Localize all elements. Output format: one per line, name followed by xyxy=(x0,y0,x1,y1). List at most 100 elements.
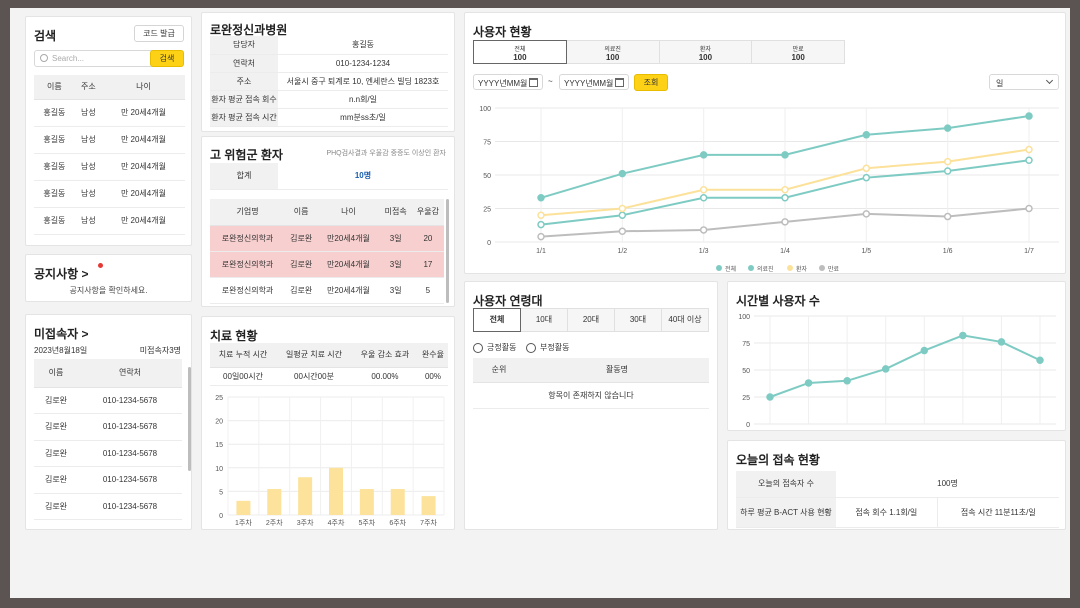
bar xyxy=(359,489,374,515)
col-absent: 미접속 xyxy=(379,199,412,226)
date-to-input[interactable]: YYYY년MM월 xyxy=(559,74,629,90)
x-tick-label: 6주차 xyxy=(389,518,406,527)
notice-title[interactable]: 공지사항 > xyxy=(34,267,89,281)
cell-gender: 남성 xyxy=(74,153,102,181)
table-row[interactable]: 로완정신의학과 김로완 만20세4개월 3일 17 xyxy=(210,251,444,278)
y-tick-label: 50 xyxy=(742,368,750,375)
period-select[interactable]: 일 xyxy=(989,74,1059,90)
table-row[interactable]: 로완정신의학과 김로완 만20세4개월 3일 5 xyxy=(210,277,444,304)
search-results-table: 이름 주소 나이 홍길동 남성 만 20세4개월 홍길동 남성 만 20세4개월 홍길동… xyxy=(34,75,185,235)
tab-all[interactable]: 전체 100 xyxy=(473,40,567,64)
tab-value: 100 xyxy=(605,53,620,62)
cell-name: 김로완 xyxy=(34,466,78,494)
data-point xyxy=(699,151,708,159)
col-name: 이름 xyxy=(34,75,75,100)
risk-title: 고 위험군 환자 xyxy=(210,148,283,162)
data-point xyxy=(943,157,952,166)
period-select-value: 일 xyxy=(996,79,1004,88)
age-tab-30s[interactable]: 30대 xyxy=(615,308,662,332)
table-row[interactable]: 홍길동 남성 만 20세4개월 xyxy=(34,126,185,154)
notice-message: 공지사항을 확인하세요. xyxy=(69,286,148,295)
total-row: 합계 10명 xyxy=(210,163,448,190)
info-row: 환자 평균 접속 시간 mm분ss초/일 xyxy=(210,108,448,127)
table-row[interactable]: 김로완 010-1234-5678 xyxy=(34,413,182,441)
y-tick-label: 25 xyxy=(483,207,491,214)
risk-subtitle: PHQ검사결과 우울감 중증도 이상인 환자 xyxy=(326,150,446,157)
tab-value: 100 xyxy=(791,53,805,62)
info-value: mm분ss초/일 xyxy=(278,108,448,127)
cell-absent: 3일 xyxy=(379,277,412,304)
code-issue-button[interactable]: 코드 발급 xyxy=(134,25,184,42)
cell-contact: 010-1234-5678 xyxy=(78,387,182,414)
risk-scrollbar[interactable] xyxy=(446,199,449,303)
age-group-title: 사용자 연령대 xyxy=(473,294,543,308)
age-tab-all[interactable]: 전체 xyxy=(473,308,521,332)
x-tick-label: 1/6 xyxy=(943,248,953,255)
risk-total-table: 합계 10명 xyxy=(210,163,448,190)
table-row[interactable]: 김로완 010-1234-5678 xyxy=(34,493,182,520)
col-company: 기업명 xyxy=(210,199,286,226)
col-name: 이름 xyxy=(34,359,78,388)
age-tab-20s[interactable]: 20대 xyxy=(568,308,615,332)
date-from-input[interactable]: YYYY년MM월 xyxy=(473,74,543,90)
x-tick-label: 4주차 xyxy=(328,518,345,527)
table-row[interactable]: 홍길동 남성 만 20세4개월 xyxy=(34,180,185,208)
age-tab-40s-plus[interactable]: 40대 이상 xyxy=(662,308,709,332)
cell-absent: 3일 xyxy=(379,225,412,252)
absent-scrollbar[interactable] xyxy=(188,367,191,471)
age-tab-10s[interactable]: 10대 xyxy=(521,308,568,332)
today-users-label: 오늘의 접속자 수 xyxy=(736,471,836,498)
age-tabs: 전체 10대 20대 30대 40대 이상 xyxy=(473,308,709,332)
hospital-info-table: 담당자 홍길동 연락처 010-1234-1234 주소 서울시 중구 퇴계로 10,… xyxy=(210,36,448,127)
tab-label: 전체 xyxy=(514,47,526,53)
hourly-users-title: 시간별 사용자 수 xyxy=(736,294,820,308)
tab-patient[interactable]: 환자 100 xyxy=(659,40,753,64)
tab-label: 만료 xyxy=(792,47,804,53)
data-point xyxy=(618,204,627,213)
tab-expired[interactable]: 만료 100 xyxy=(752,40,845,64)
search-button[interactable]: 검색 xyxy=(150,50,184,67)
col-rank: 순위 xyxy=(473,358,525,383)
positive-activity-radio[interactable]: 긍정활동 xyxy=(473,342,516,353)
y-tick-label: 5 xyxy=(219,489,223,496)
search-icon xyxy=(40,54,48,62)
search-input[interactable]: Search... xyxy=(34,50,162,67)
info-value: 서울시 중구 퇴계로 10, 엔세란스 빌딩 1823호 xyxy=(278,72,448,91)
table-row[interactable]: 홍길동 남성 만 20세4개월 xyxy=(34,99,185,127)
info-label: 주소 xyxy=(210,72,278,91)
y-tick-label: 75 xyxy=(483,140,491,147)
today-access-title: 오늘의 접속 현황 xyxy=(736,453,820,467)
data-point xyxy=(943,124,952,132)
data-point xyxy=(943,212,952,221)
legend-label: 전체 xyxy=(725,265,736,273)
cell-company: 로완정신의학과 xyxy=(210,277,286,304)
tab-medical-staff[interactable]: 의료진 100 xyxy=(566,40,660,64)
query-button[interactable]: 조회 xyxy=(634,74,668,91)
absent-title[interactable]: 미접속자 > xyxy=(34,327,89,341)
y-tick-label: 100 xyxy=(479,106,491,113)
cell-name: 김로완 xyxy=(285,277,318,304)
data-point xyxy=(699,194,708,202)
high-risk-card: 고 위험군 환자 PHQ검사결과 우울감 중증도 이상인 환자 합계 10명 기… xyxy=(201,136,455,307)
table-row[interactable]: 홍길동 남성 만 20세4개월 xyxy=(34,207,185,235)
table-row[interactable]: 김로완 010-1234-5678 xyxy=(34,387,182,414)
y-tick-label: 20 xyxy=(215,419,223,426)
cell-age: 만 20세4개월 xyxy=(101,126,185,154)
cell-name: 홍길동 xyxy=(34,180,75,208)
user-status-card: 사용자 현황 전체 100 의료진 100 환자 100 만료 100 YYYY… xyxy=(464,12,1066,274)
data-point xyxy=(766,393,774,401)
col-contact: 연락처 xyxy=(78,359,182,388)
empty-message: 항목이 존재하지 않습니다 xyxy=(473,382,709,409)
negative-activity-radio[interactable]: 부정활동 xyxy=(526,342,569,353)
table-row[interactable]: 홍길동 남성 만 20세4개월 xyxy=(34,153,185,181)
cell-name: 김로완 xyxy=(34,440,78,467)
table-row[interactable]: 김로완 010-1234-5678 xyxy=(34,440,182,467)
legend-label: 만료 xyxy=(828,265,840,273)
table-row[interactable]: 김로완 010-1234-5678 xyxy=(34,466,182,494)
col-age: 나이 xyxy=(317,199,380,226)
cell-depression: 5 xyxy=(411,277,444,304)
y-tick-label: 0 xyxy=(487,240,491,247)
table-row[interactable]: 로완정신의학과 김로완 만20세4개월 3일 20 xyxy=(210,225,444,252)
today-access-card: 오늘의 접속 현황 오늘의 접속자 수 100명 하루 평균 B-ACT 사용 … xyxy=(727,440,1066,530)
data-point xyxy=(1025,156,1033,165)
